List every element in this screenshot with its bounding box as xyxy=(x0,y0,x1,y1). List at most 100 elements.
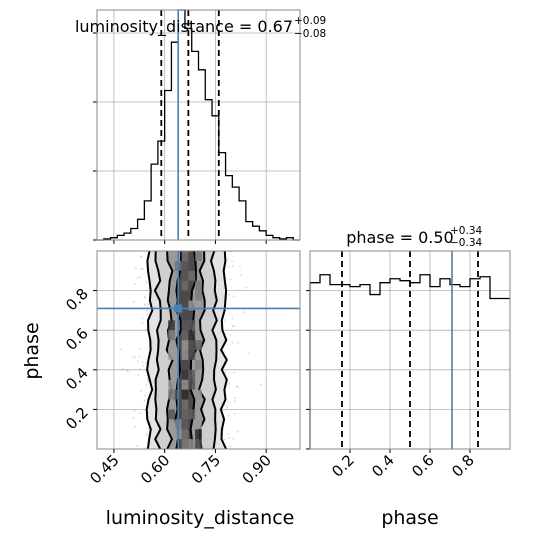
density-cell xyxy=(181,419,189,430)
sample-point xyxy=(243,311,245,314)
sample-point xyxy=(222,428,225,430)
density-cell xyxy=(181,399,189,410)
sample-point xyxy=(137,374,140,376)
sample-point xyxy=(136,445,138,448)
phase-y-tick-label-1: 0.4 xyxy=(62,364,92,394)
sample-point xyxy=(228,266,230,268)
phase-marginal-panel: 0.2 0.4 0.6 0.8 xyxy=(306,250,511,481)
sample-point xyxy=(136,360,139,363)
sample-point xyxy=(121,368,123,371)
sample-point xyxy=(132,300,135,303)
density-cell xyxy=(188,300,196,311)
sample-point xyxy=(145,329,148,332)
density-cell xyxy=(188,320,196,331)
density-cell xyxy=(181,439,189,449)
sample-point xyxy=(140,268,142,271)
sample-point xyxy=(120,348,122,351)
ld-hist-histogram-step xyxy=(97,9,300,241)
density-cell xyxy=(195,251,202,261)
density-cell xyxy=(168,389,175,400)
sample-point xyxy=(139,256,142,258)
luminosity-x-tick-label-3: 0.90 xyxy=(239,451,275,487)
phase-y-tick-label-3: 0.8 xyxy=(62,285,92,315)
sample-point xyxy=(139,368,142,370)
density-cell xyxy=(195,280,202,291)
density-cell xyxy=(168,350,175,360)
density-cell xyxy=(181,330,189,341)
density-cell xyxy=(181,251,189,261)
sample-point xyxy=(141,322,144,324)
sample-point xyxy=(136,277,139,279)
y-axis-label-phase: phase xyxy=(21,322,43,379)
sample-point xyxy=(224,371,227,374)
sample-point xyxy=(146,378,149,381)
density-cell xyxy=(168,330,175,341)
sample-point xyxy=(232,437,235,440)
sample-point xyxy=(145,432,148,435)
sample-point xyxy=(145,384,148,387)
sample-point xyxy=(139,347,142,350)
sample-point xyxy=(237,342,240,344)
luminosity-x-tick-label-0: 0.45 xyxy=(86,451,122,487)
sample-point xyxy=(229,278,232,281)
sample-point xyxy=(231,265,234,267)
sample-point xyxy=(144,303,146,306)
sample-point xyxy=(142,267,144,270)
sample-point xyxy=(227,414,230,417)
contour-left-2 xyxy=(165,251,174,449)
sample-point xyxy=(140,255,143,257)
density-cell xyxy=(195,439,202,449)
density-cell xyxy=(181,409,189,420)
density-cell xyxy=(188,350,196,360)
sample-point xyxy=(223,438,226,441)
sample-point xyxy=(144,296,147,299)
density-cell xyxy=(188,340,196,350)
sample-point xyxy=(233,325,235,328)
sample-point xyxy=(223,349,225,352)
phase-title-plus: +0.34 xyxy=(450,225,482,237)
x-axis-label-phase: phase xyxy=(381,507,438,529)
sample-point xyxy=(144,447,147,449)
sample-point xyxy=(134,425,137,428)
ld-hist-frame xyxy=(96,9,301,241)
sample-point xyxy=(228,437,231,439)
density-cell xyxy=(181,379,189,390)
phase-x-tick-label-2: 0.6 xyxy=(408,451,438,481)
sample-point xyxy=(146,313,149,316)
phase-x-tick-label-0: 0.2 xyxy=(328,451,358,481)
luminosity-distance-marginal-panel xyxy=(93,9,301,244)
sample-point xyxy=(132,355,135,358)
contour-right-0 xyxy=(219,251,228,449)
phase-hist-frame xyxy=(309,250,511,450)
sample-point xyxy=(232,295,235,297)
joint-posterior-panel: 0.45 0.60 0.75 0.90 0.2 0.4 0.6 0.8 xyxy=(62,250,301,487)
phase-y-tick-label-0: 0.2 xyxy=(62,404,92,434)
sample-point xyxy=(138,412,141,415)
x-axis-label-luminosity-distance: luminosity_distance xyxy=(106,507,295,529)
contour-right-1 xyxy=(209,251,218,449)
sample-point xyxy=(147,287,150,290)
sample-point xyxy=(143,296,146,298)
contour-left-1 xyxy=(153,251,162,449)
sample-point xyxy=(144,394,147,397)
phase-title: phase = 0.50 xyxy=(346,228,453,247)
density-cell xyxy=(188,330,196,341)
sample-point xyxy=(145,281,148,284)
sample-point xyxy=(226,406,228,408)
density-cell xyxy=(195,429,202,440)
sample-point xyxy=(229,445,232,447)
sample-point xyxy=(147,427,150,430)
sample-point xyxy=(141,361,144,364)
sample-point xyxy=(237,385,240,388)
sample-point xyxy=(240,274,242,277)
sample-point xyxy=(231,317,234,320)
sample-point xyxy=(236,430,239,433)
phase-y-tick-label-2: 0.6 xyxy=(62,324,92,354)
density-cell xyxy=(181,429,189,440)
density-cell xyxy=(168,409,175,420)
phase-x-tick-label-3: 0.8 xyxy=(448,451,478,481)
sample-point xyxy=(145,362,147,365)
density-cell xyxy=(188,270,196,281)
luminosity-distance-title-minus: −0.08 xyxy=(294,28,326,40)
density-cell xyxy=(188,439,196,449)
